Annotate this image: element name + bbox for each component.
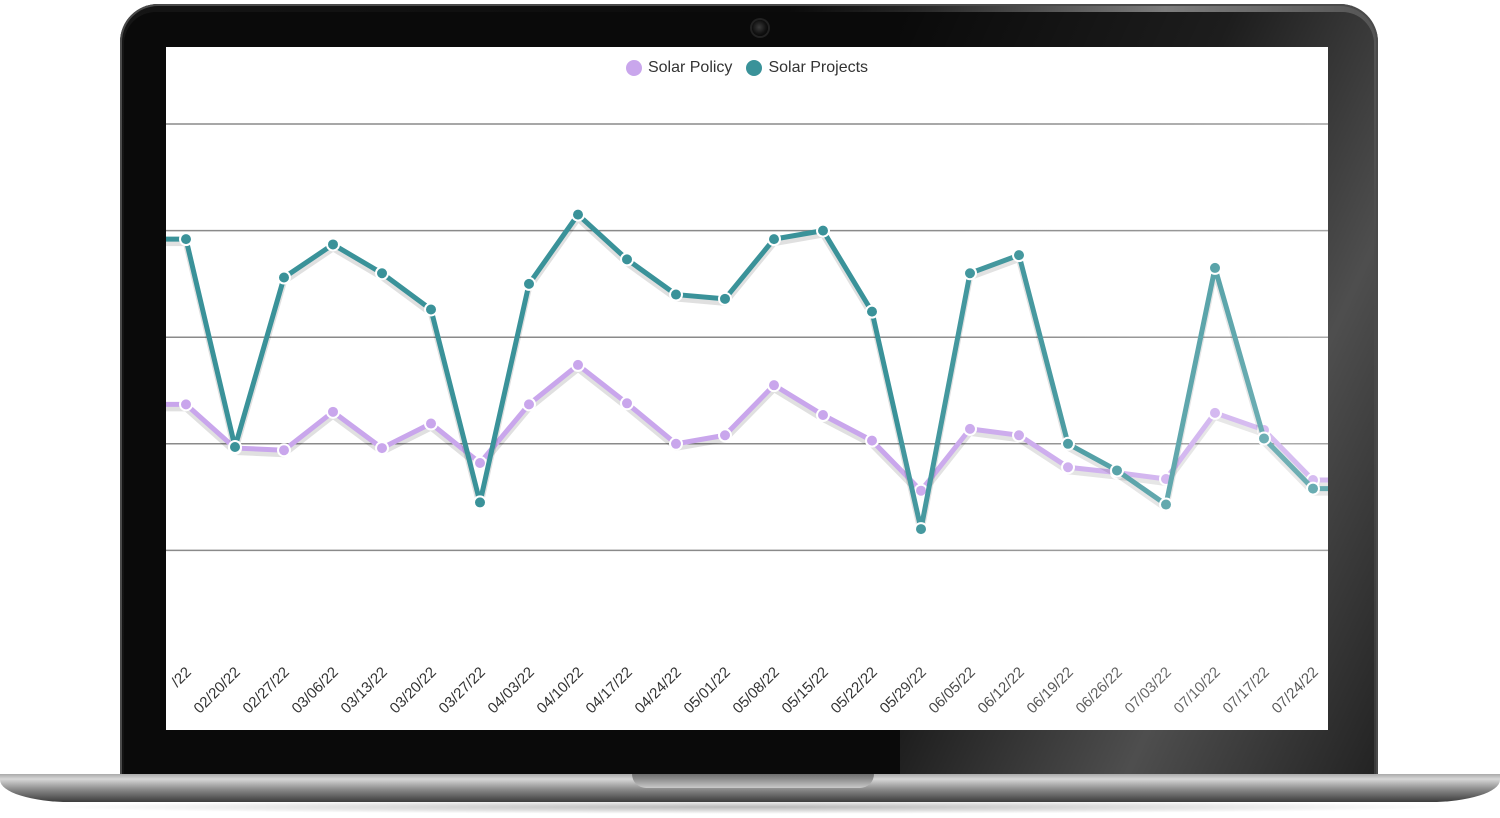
data-point-solar-policy[interactable]: [767, 378, 781, 393]
chart-screen: /22 02/20/22 02/27/22 03/06/22 03/13/22 03/20…: [166, 47, 1328, 730]
data-point-solar-policy[interactable]: [179, 397, 193, 412]
data-point-solar-projects[interactable]: [1208, 260, 1222, 275]
legend-item-solar-policy[interactable]: Solar Policy: [625, 59, 733, 77]
data-point-solar-policy[interactable]: [424, 416, 438, 431]
data-point-solar-projects[interactable]: [1061, 436, 1075, 451]
data-point-solar-projects[interactable]: [473, 495, 487, 510]
x-tick-label: 05/01/22: [681, 664, 734, 717]
laptop-hinge-notch: [632, 774, 874, 788]
data-point-solar-projects[interactable]: [718, 291, 732, 306]
data-point-solar-projects[interactable]: [522, 276, 536, 291]
x-tick-label: 02/20/22: [191, 664, 244, 717]
x-tick-label: 04/24/22: [632, 664, 685, 717]
series-layer: [166, 207, 1328, 537]
data-point-solar-projects[interactable]: [228, 439, 242, 454]
series-line-solar-policy: [166, 362, 1328, 494]
x-tick-label: /22: [168, 664, 195, 691]
data-point-solar-projects[interactable]: [963, 266, 977, 281]
legend-label-solar-projects: Solar Projects: [768, 59, 869, 76]
x-tick-label: 03/27/22: [436, 664, 489, 717]
screen-glare: [900, 12, 1374, 780]
webcam-icon: [752, 20, 768, 36]
series-line-solar-projects: [166, 212, 1328, 532]
x-tick-label: 03/13/22: [338, 664, 391, 717]
x-tick-label: 05/08/22: [730, 664, 783, 717]
data-point-solar-policy[interactable]: [277, 443, 291, 458]
data-point-solar-policy[interactable]: [963, 421, 977, 436]
x-tick-label: 04/03/22: [485, 664, 538, 717]
x-tick-label: 03/20/22: [387, 664, 440, 717]
data-point-solar-policy[interactable]: [473, 455, 487, 470]
legend-swatch-solar-policy: [625, 60, 642, 76]
laptop-shadow: [40, 800, 1460, 814]
data-point-solar-policy[interactable]: [1061, 460, 1075, 475]
x-tick-label: 05/22/22: [828, 664, 881, 717]
data-point-solar-projects[interactable]: [1012, 248, 1026, 263]
data-point-solar-policy[interactable]: [718, 428, 732, 443]
data-point-solar-projects[interactable]: [424, 302, 438, 317]
data-point-solar-policy[interactable]: [522, 397, 536, 412]
data-point-solar-policy[interactable]: [1012, 428, 1026, 443]
x-tick-label: 03/06/22: [289, 664, 342, 717]
data-point-solar-policy[interactable]: [865, 433, 879, 448]
data-point-solar-projects[interactable]: [277, 270, 291, 285]
data-point-solar-projects[interactable]: [571, 207, 585, 222]
data-point-solar-projects[interactable]: [914, 522, 928, 537]
data-point-solar-projects[interactable]: [1110, 463, 1124, 478]
data-point-solar-projects[interactable]: [865, 304, 879, 319]
data-point-solar-projects[interactable]: [669, 287, 683, 302]
line-chart: /2202/20/2202/27/2203/06/2203/13/2203/20…: [166, 123, 1328, 717]
data-point-solar-projects[interactable]: [1306, 481, 1320, 496]
data-point-solar-projects[interactable]: [179, 232, 193, 247]
data-point-solar-policy[interactable]: [620, 396, 634, 411]
x-tick-label: 04/17/22: [583, 664, 636, 717]
data-point-solar-projects[interactable]: [816, 223, 830, 238]
legend-label-solar-policy: Solar Policy: [647, 59, 733, 76]
data-point-solar-policy[interactable]: [326, 404, 340, 419]
grid-lines: [166, 123, 1328, 552]
x-tick-label: 04/10/22: [534, 664, 587, 717]
data-point-solar-policy[interactable]: [571, 357, 585, 372]
legend-item-solar-projects[interactable]: Solar Projects: [746, 59, 868, 77]
data-point-solar-projects[interactable]: [767, 232, 781, 247]
data-point-solar-projects[interactable]: [326, 237, 340, 252]
data-point-solar-projects[interactable]: [1257, 431, 1271, 446]
x-tick-label: 05/15/22: [779, 664, 832, 717]
data-point-solar-projects[interactable]: [1159, 497, 1173, 512]
legend-swatch-solar-projects: [746, 60, 763, 76]
data-point-solar-projects[interactable]: [375, 266, 389, 281]
data-point-solar-projects[interactable]: [620, 252, 634, 267]
x-tick-label: 02/27/22: [240, 664, 293, 717]
series-shadow-solar-projects: [166, 215, 1328, 537]
legend: Solar Policy Solar Projects: [166, 59, 1328, 77]
data-point-solar-policy[interactable]: [375, 441, 389, 456]
data-point-solar-policy[interactable]: [1208, 405, 1222, 420]
data-point-solar-policy[interactable]: [816, 408, 830, 423]
data-point-solar-policy[interactable]: [669, 436, 683, 451]
series-shadow-solar-policy: [166, 365, 1328, 498]
